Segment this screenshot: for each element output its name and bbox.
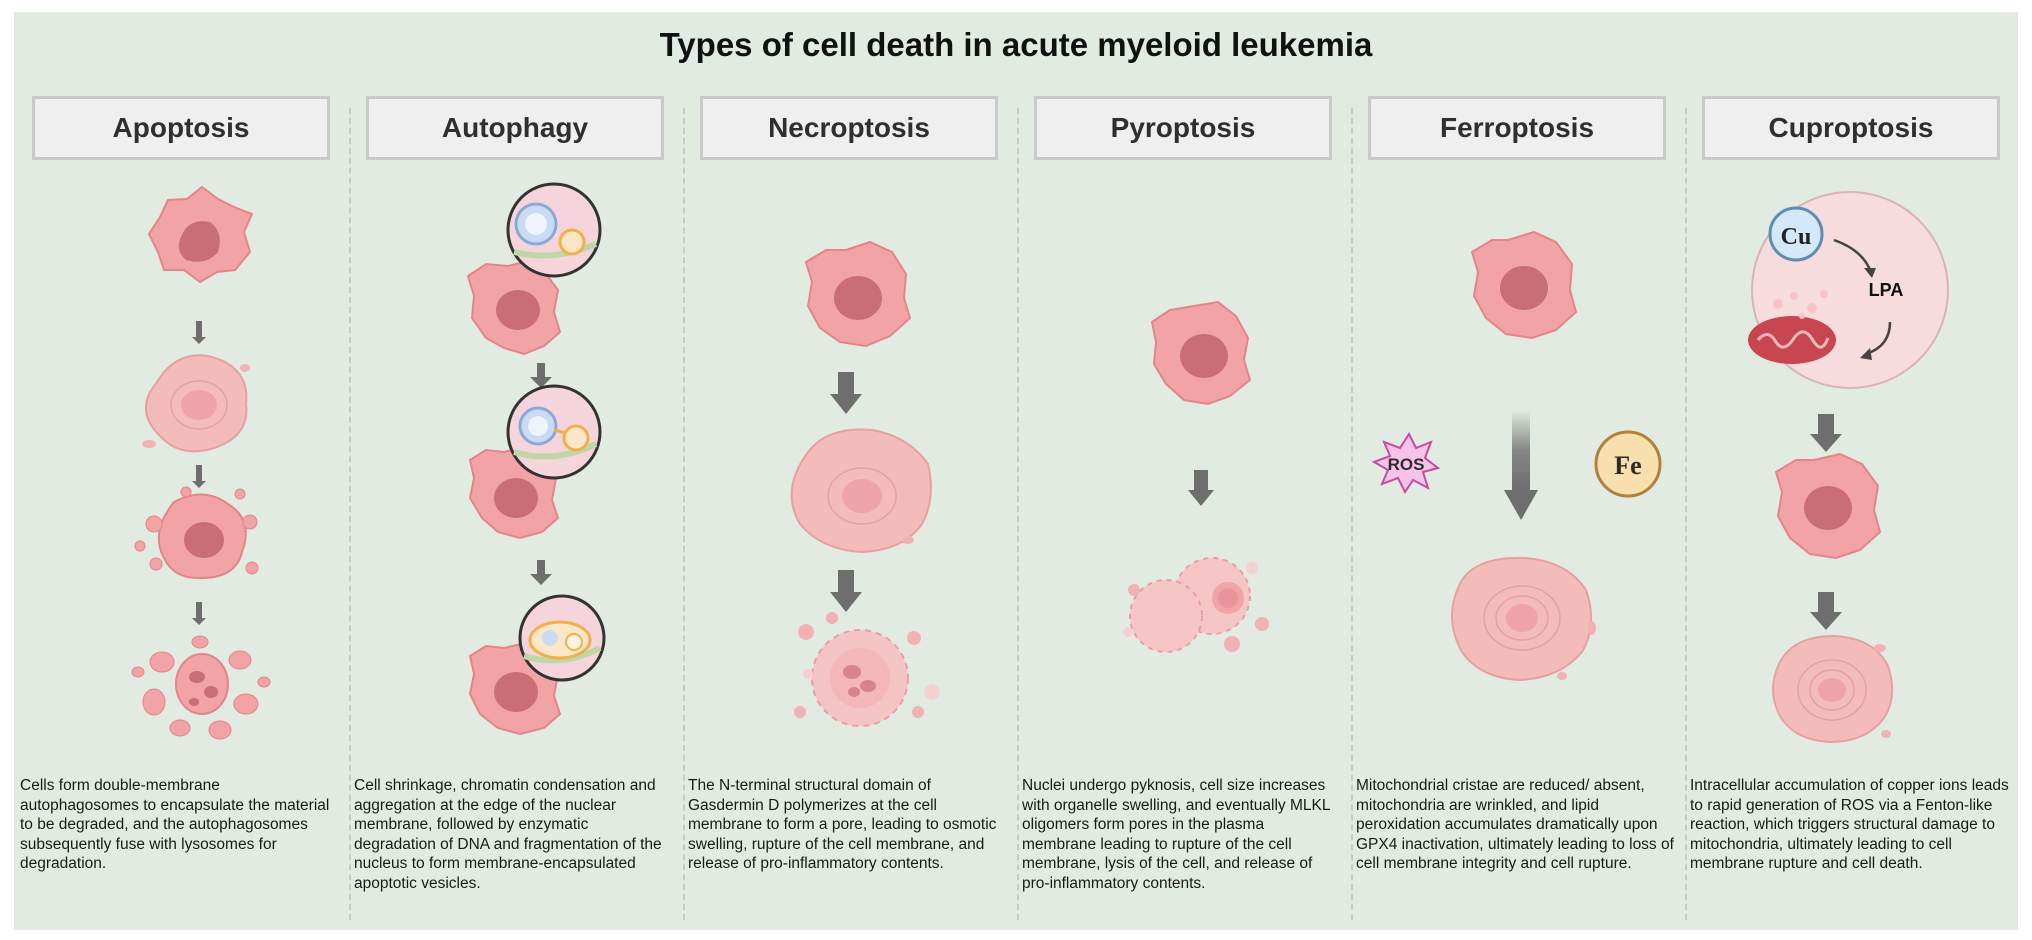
- description-ferroptosis: Mitochondrial cristae are reduced/ absen…: [1356, 777, 1674, 873]
- description-cuproptosis: Intracellular accumulation of copper ion…: [1690, 777, 2009, 873]
- pyroptosis-illustration: [1123, 300, 1269, 653]
- heading-ferroptosis: Ferroptosis: [1368, 96, 1666, 160]
- heading-cuproptosis: Cuproptosis: [1702, 96, 2000, 160]
- heading-autophagy: Autophagy: [366, 96, 664, 160]
- arrow-icon: [838, 570, 854, 592]
- cell-ruptured: [1451, 556, 1596, 682]
- column-cuproptosis: Cuproptosis Cu LPA: [1684, 12, 2018, 930]
- cell-lysed: [1123, 557, 1269, 653]
- cell-swelling: [790, 428, 932, 554]
- arrow-icon: [537, 560, 545, 574]
- ferroptosis-illustration: ROS Fe: [1371, 230, 1662, 682]
- autophagosome-inset-1: [506, 182, 602, 278]
- description-pyroptosis: Nuclei undergo pyknosis, cell size incre…: [1022, 777, 1330, 892]
- column-divider: [683, 108, 685, 920]
- arrow-icon: [1818, 592, 1834, 612]
- arrow-icon: [1818, 414, 1834, 434]
- arrow-icon: [1512, 410, 1530, 490]
- fe-circle: Fe: [1594, 430, 1662, 498]
- column-pyroptosis: Pyroptosis Nuclei undergo pyknosis, cell…: [1016, 12, 1350, 930]
- heading-necroptosis: Necroptosis: [700, 96, 998, 160]
- autophagosome-inset-2: [506, 384, 602, 480]
- heading-pyroptosis: Pyroptosis: [1034, 96, 1332, 160]
- figure-panel: Types of cell death in acute myeloid leu…: [14, 12, 2018, 930]
- cell-intact: [1150, 300, 1252, 406]
- arrow-icon: [537, 363, 545, 377]
- column-divider: [349, 108, 351, 920]
- cell-ruptured: [1772, 634, 1894, 744]
- figure-title: Types of cell death in acute myeloid leu…: [659, 26, 1373, 63]
- ros-label: ROS: [1388, 455, 1425, 474]
- cu-label: Cu: [1781, 224, 1812, 250]
- column-divider: [1017, 108, 1019, 920]
- description-necroptosis: The N-terminal structural domain of Gasd…: [688, 777, 997, 873]
- description-autophagy: Cell shrinkage, chromatin condensation a…: [354, 777, 662, 892]
- column-autophagy: Autophagy: [348, 12, 682, 930]
- necroptosis-illustration: [790, 240, 940, 727]
- arrow-icon: [196, 465, 202, 481]
- cuproptosis-illustration: Cu LPA: [1748, 191, 1949, 744]
- autolysosome-inset: [518, 594, 606, 682]
- column-divider: [1351, 108, 1353, 920]
- cell-blebbing: [134, 486, 259, 580]
- cell-intact: [1774, 452, 1882, 560]
- cell-shrinking: [142, 354, 250, 453]
- cell-stage-1: [466, 258, 562, 356]
- autophagy-illustration: [466, 182, 606, 736]
- mechanism-inset: Cu LPA: [1748, 191, 1949, 389]
- fe-label: Fe: [1614, 451, 1641, 480]
- arrow-icon: [196, 321, 202, 337]
- apoptotic-bodies: [131, 635, 271, 740]
- lpa-label: LPA: [1869, 280, 1904, 300]
- arrow-icon: [196, 602, 202, 618]
- apoptosis-illustration: [131, 185, 271, 740]
- column-apoptosis: Apoptosis: [14, 12, 348, 930]
- ros-star: ROS: [1371, 431, 1441, 494]
- arrow-icon: [1194, 470, 1208, 490]
- column-divider: [1685, 108, 1687, 920]
- description-apoptosis: Cells form double-membrane autophagosome…: [20, 777, 330, 873]
- cell-intact: [1470, 230, 1578, 340]
- heading-apoptosis: Apoptosis: [32, 96, 330, 160]
- column-necroptosis: Necroptosis: [682, 12, 1016, 930]
- column-ferroptosis: Ferroptosis ROS Fe: [1350, 12, 1684, 930]
- cell-intact: [147, 185, 254, 284]
- cell-intact: [804, 240, 912, 348]
- arrow-icon: [838, 372, 854, 394]
- cell-ruptured: [794, 612, 940, 727]
